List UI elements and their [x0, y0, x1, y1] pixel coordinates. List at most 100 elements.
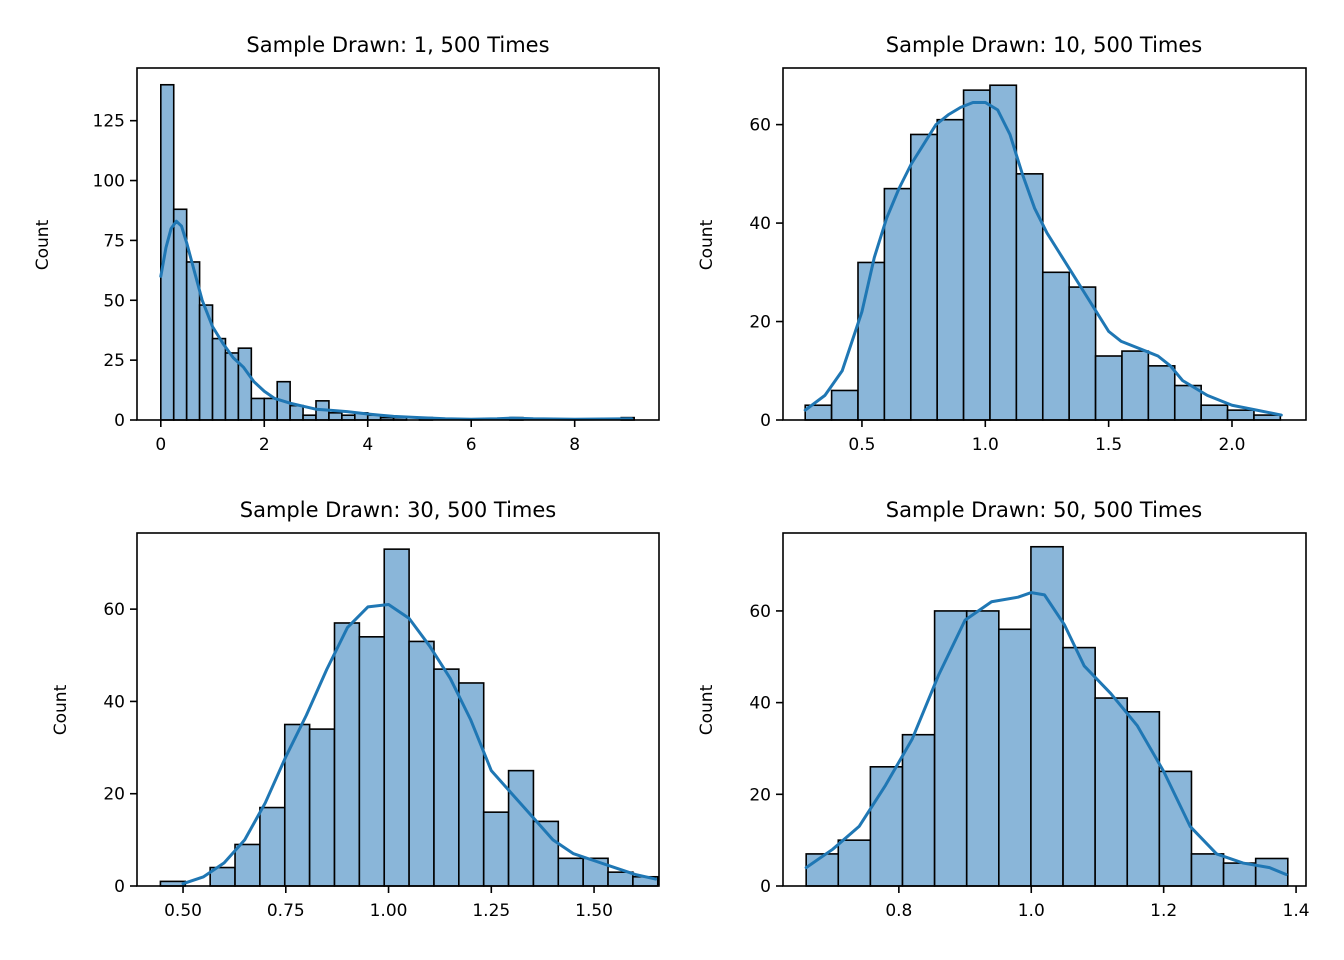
- subplot-1-ytick-label-0: 0: [114, 411, 125, 431]
- subplot-1-ylabel: Count: [33, 219, 53, 270]
- subplot-2-bar-4: [909, 133, 938, 421]
- subplot-1-ytick-label-5: 125: [93, 112, 125, 132]
- subplot-2-bar-12: [1121, 350, 1150, 421]
- subplot-3-ytick-label-3: 60: [103, 600, 125, 620]
- subplot-3-bar-14: [507, 769, 535, 887]
- subplot-4-xtick-label-2: 1.2: [1150, 901, 1177, 921]
- subplot-2-xtick-label-2: 1.5: [1095, 435, 1122, 455]
- subplot-1-title: Sample Drawn: 1, 500 Times: [246, 33, 549, 57]
- subplot-3-ytick-label-0: 0: [114, 877, 125, 897]
- subplot-3-xtick-label-4: 1.50: [575, 901, 613, 921]
- subplot-4-ytick-label-1: 20: [749, 785, 771, 805]
- subplot-1-bar-4: [211, 337, 227, 421]
- subplot-4-kde-line: [804, 591, 1288, 877]
- subplot-4-title: Sample Drawn: 50, 500 Times: [886, 498, 1203, 522]
- subplot-3-bar-10: [408, 640, 435, 887]
- subplot-1-xtick-label-2: 4: [362, 435, 373, 455]
- subplot-1-axes-frame: [136, 67, 660, 421]
- subplot-4-bar-1: [837, 839, 872, 887]
- subplot-2-ytick-label-2: 40: [749, 214, 771, 234]
- subplot-2-ylabel: Count: [697, 219, 717, 270]
- subplot-2: Sample Drawn: 10, 500 Times Count 0.5 1.0…: [697, 33, 1307, 455]
- subplot-1-xtick-label-1: 2: [259, 435, 270, 455]
- subplot-3-bar-4: [259, 806, 286, 887]
- subplot-2-ytick-label-0: 0: [760, 411, 771, 431]
- subplot-2-bar-3: [883, 187, 912, 421]
- subplot-3-axes-frame: [136, 532, 660, 887]
- subplot-4-ytick-label-0: 0: [760, 877, 771, 897]
- subplot-2-bar-15: [1200, 404, 1229, 421]
- subplot-2-bar-13: [1147, 365, 1176, 421]
- subplot-4-axes-frame: [782, 532, 1307, 887]
- subplot-2-xtick-label-3: 2.0: [1218, 435, 1245, 455]
- subplot-1: Sample Drawn: 1, 500 Times Count 0 2 4 6 8 0 2…: [33, 33, 660, 455]
- subplot-3-bar-7: [333, 622, 361, 887]
- subplot-2-bar-14: [1173, 384, 1202, 421]
- subplot-3-xtick-label-2: 1.00: [370, 901, 408, 921]
- subplot-3-ytick-label-2: 40: [103, 692, 125, 712]
- subplot-3-bar-8: [358, 636, 386, 887]
- subplot-4: Sample Drawn: 50, 500 Times Count 0.8 1.0…: [697, 498, 1310, 921]
- subplot-3-bar-18: [607, 871, 634, 887]
- subplot-2-bar-10: [1068, 286, 1097, 421]
- subplot-1-bar-6: [237, 347, 253, 421]
- subplot-3-ytick-label-1: 20: [103, 785, 125, 805]
- subplot-1-bar-13: [328, 412, 343, 421]
- subplot-3-xtick-label-1: 0.75: [267, 901, 305, 921]
- subplot-3-bar-6: [308, 728, 336, 887]
- subplot-2-bar-2: [857, 261, 886, 421]
- subplot-2-bar-1: [830, 389, 859, 421]
- subplot-4-bar-3: [901, 733, 936, 887]
- subplot-1-ytick-label-1: 25: [103, 351, 125, 371]
- subplot-2-bar-6: [962, 89, 991, 421]
- subplot-4-bar-8: [1062, 646, 1096, 887]
- subplot-4-bar-9: [1094, 697, 1129, 887]
- subplot-4-xtick-label-1: 1.0: [1018, 901, 1045, 921]
- subplot-1-ytick-label-3: 75: [103, 231, 125, 251]
- subplot-4-bar-11: [1158, 770, 1193, 887]
- subplot-1-bar-0: [160, 83, 175, 421]
- subplot-2-bar-16: [1226, 409, 1255, 421]
- subplot-2-xtick-label-1: 1.0: [972, 435, 999, 455]
- subplot-4-bar-6: [998, 628, 1032, 887]
- subplot-3-bar-9: [383, 548, 410, 887]
- subplot-3: Sample Drawn: 30, 500 Times Count 0.50 0.…: [51, 498, 660, 921]
- subplot-3-bar-11: [433, 668, 460, 887]
- subplot-2-bar-5: [936, 118, 965, 421]
- subplot-1-bar-10: [289, 404, 304, 421]
- subplot-1-xtick-label-4: 8: [569, 435, 580, 455]
- subplot-2-bar-8: [1015, 173, 1044, 421]
- subplot-4-bar-13: [1222, 862, 1257, 887]
- subplot-2-ytick-label-1: 20: [749, 313, 771, 333]
- subplot-4-xtick-label-3: 1.4: [1283, 901, 1310, 921]
- subplot-3-bar-13: [482, 811, 510, 887]
- subplot-2-kde-line: [803, 100, 1283, 417]
- subplot-2-title: Sample Drawn: 10, 500 Times: [886, 33, 1203, 57]
- subplot-2-bar-11: [1094, 355, 1123, 421]
- subplot-4-ylabel: Count: [697, 684, 717, 735]
- subplot-4-ytick-label-2: 40: [749, 694, 771, 714]
- subplot-2-axes-frame: [782, 67, 1307, 421]
- subplot-1-bar-5: [224, 352, 240, 421]
- subplot-1-bar-8: [263, 397, 278, 421]
- subplot-3-title: Sample Drawn: 30, 500 Times: [240, 498, 557, 522]
- subplot-4-bar-5: [965, 610, 1000, 887]
- subplot-3-bar-3: [234, 843, 261, 887]
- subplot-1-bar-7: [250, 397, 266, 421]
- subplot-1-xtick-label-0: 0: [155, 435, 166, 455]
- subplot-2-xtick-label-0: 0.5: [848, 435, 875, 455]
- subplot-3-bar-16: [557, 857, 584, 887]
- subplot-3-ylabel: Count: [51, 684, 71, 735]
- subplot-3-bar-12: [458, 682, 485, 887]
- subplot-2-bar-7: [989, 84, 1018, 421]
- subplot-4-bar-12: [1190, 853, 1225, 887]
- subplot-3-kde-line: [181, 603, 658, 886]
- subplot-4-ytick-label-3: 60: [749, 602, 771, 622]
- subplot-1-xtick-label-3: 6: [466, 435, 477, 455]
- subplot-2-bar-9: [1041, 271, 1070, 421]
- subplot-1-ytick-label-2: 50: [103, 291, 125, 311]
- subplot-4-xtick-label-0: 0.8: [885, 901, 912, 921]
- subplot-2-ytick-label-3: 60: [749, 116, 771, 136]
- subplot-4-bar-0: [805, 853, 840, 887]
